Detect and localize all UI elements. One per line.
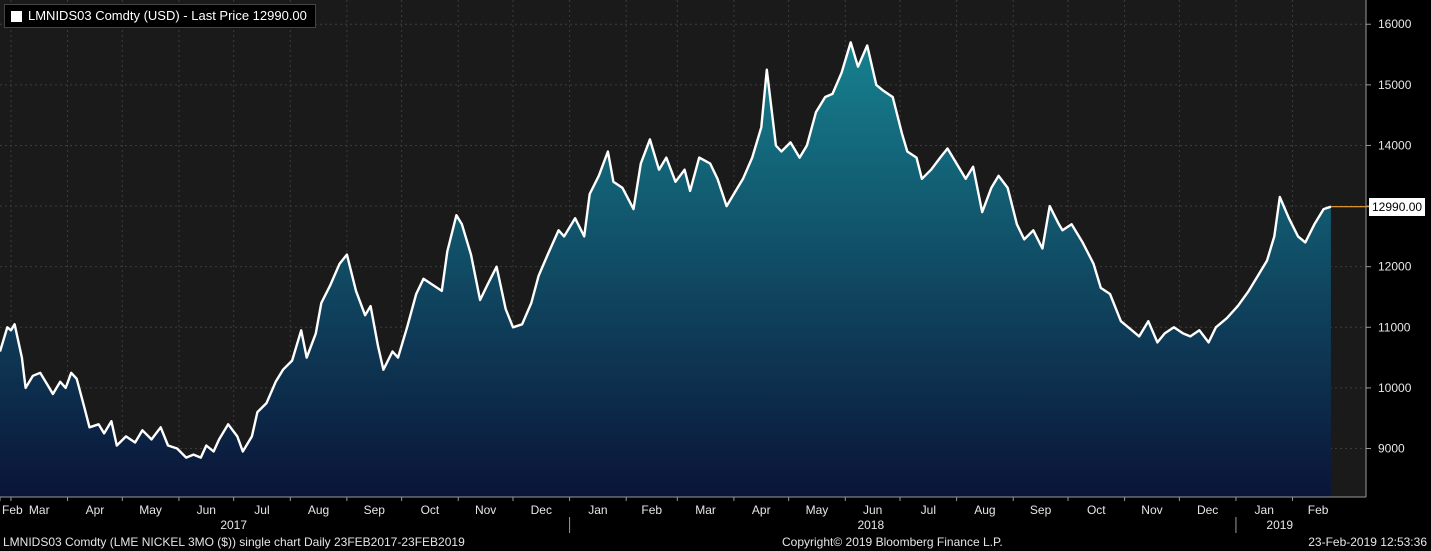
y-tick-label: 15000 [1378, 78, 1412, 92]
x-tick-label: Apr [752, 503, 771, 517]
footer-security-description: LMNIDS03 Comdty (LME NICKEL 3MO ($)) sin… [3, 535, 465, 549]
footer-timestamp: 23-Feb-2019 12:53:36 [1308, 535, 1427, 549]
x-tick-label: Mar [695, 503, 716, 517]
legend-swatch [11, 10, 22, 22]
x-tick-label: Jan [588, 503, 607, 517]
year-label: 2017 [220, 518, 247, 532]
y-axis-ticks: 900010000110001200013000140001500016000 [1366, 17, 1412, 456]
y-tick-label: 12000 [1378, 260, 1412, 274]
x-axis-year-labels: 2017 2018 2019 [220, 517, 1293, 533]
x-tick-label: Feb [2, 503, 23, 517]
x-tick-label: Jul [921, 503, 936, 517]
x-tick-label: Sep [364, 503, 386, 517]
x-tick-label: Feb [641, 503, 662, 517]
chart-legend: LMNIDS03 Comdty (USD) - Last Price 12990… [4, 4, 316, 28]
x-tick-label: Oct [1087, 503, 1106, 517]
chart-svg: 900010000110001200013000140001500016000 … [0, 0, 1412, 533]
footer-copyright: Copyright© 2019 Bloomberg Finance L.P. [782, 535, 1003, 549]
x-tick-label: Mar [29, 503, 50, 517]
x-tick-label: Jan [1255, 503, 1274, 517]
x-tick-label: Sep [1030, 503, 1052, 517]
chart-footer: LMNIDS03 Comdty (LME NICKEL 3MO ($)) sin… [0, 534, 1431, 551]
x-tick-label: Jul [254, 503, 269, 517]
y-tick-label: 11000 [1378, 320, 1411, 334]
x-tick-label: Apr [86, 503, 105, 517]
x-axis-ticks: Feb Mar Apr May Jun Jul Aug Sep Oct Nov Dec Jan Feb M… [0, 497, 1329, 517]
legend-label: LMNIDS03 Comdty (USD) - Last Price 12990… [28, 8, 307, 23]
x-tick-label: Aug [308, 503, 329, 517]
y-tick-label: 10000 [1378, 381, 1412, 395]
x-tick-label: Aug [974, 503, 995, 517]
x-tick-label: Nov [1141, 503, 1162, 517]
year-label: 2019 [1266, 518, 1293, 532]
y-tick-label: 9000 [1378, 442, 1405, 456]
x-tick-label: Jun [197, 503, 216, 517]
x-tick-label: Dec [531, 503, 552, 517]
x-tick-label: Oct [421, 503, 440, 517]
price-line [0, 41, 1332, 459]
x-tick-label: Feb [1308, 503, 1329, 517]
y-tick-label: 14000 [1378, 138, 1412, 152]
price-area [0, 42, 1331, 498]
last-price-badge: 12990.00 [1369, 197, 1426, 216]
x-tick-label: Jun [863, 503, 882, 517]
x-tick-label: May [806, 503, 829, 517]
x-tick-label: Nov [475, 503, 496, 517]
y-tick-label: 16000 [1378, 17, 1412, 31]
x-tick-label: Dec [1197, 503, 1218, 517]
x-tick-label: May [139, 503, 162, 517]
year-label: 2018 [857, 518, 884, 532]
